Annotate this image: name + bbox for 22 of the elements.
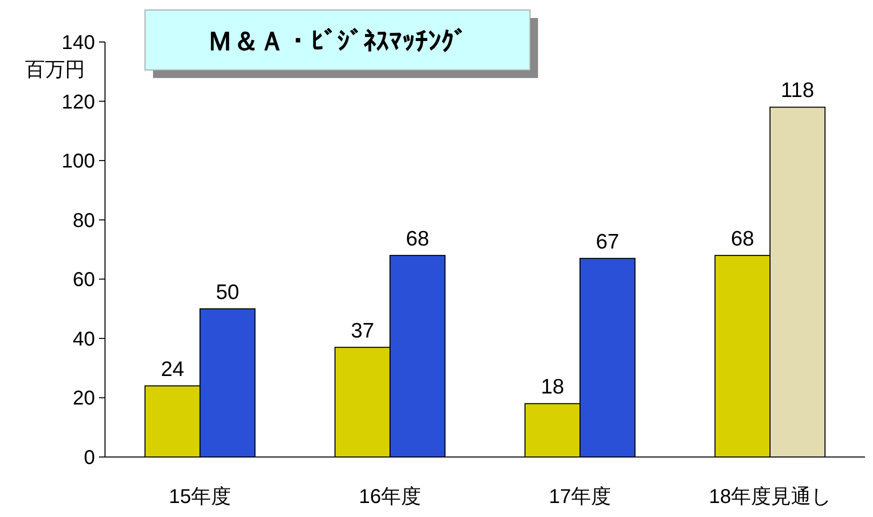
- data-label: 50: [216, 280, 240, 304]
- data-label: 118: [780, 79, 814, 102]
- y-tick-label: 80: [72, 210, 95, 232]
- x-tick-label: 15年度: [168, 486, 232, 508]
- chart-title: Ｍ＆Ａ・ﾋﾞｼﾞﾈｽﾏｯﾁﾝｸﾞ: [207, 26, 467, 56]
- y-tick-label: 40: [72, 328, 95, 350]
- x-tick-label: 17年度: [548, 486, 612, 508]
- data-label: 24: [160, 358, 184, 381]
- data-label: 68: [406, 227, 430, 250]
- data-label: 18: [540, 376, 564, 399]
- data-label: 37: [350, 319, 374, 342]
- y-tick-label: 100: [62, 150, 95, 173]
- data-label: 68: [730, 227, 754, 250]
- y-tick-label: 120: [62, 91, 95, 114]
- y-tick-label: 20: [72, 388, 95, 410]
- x-tick-label: 18年度見通し: [708, 486, 832, 508]
- y-axis-title: 百万円: [25, 59, 85, 81]
- data-label: 67: [596, 230, 620, 254]
- y-tick-label: 60: [72, 269, 95, 292]
- x-tick-label: 16年度: [358, 486, 422, 508]
- y-tick-label: 0: [84, 447, 95, 469]
- y-tick-label: 140: [62, 32, 95, 54]
